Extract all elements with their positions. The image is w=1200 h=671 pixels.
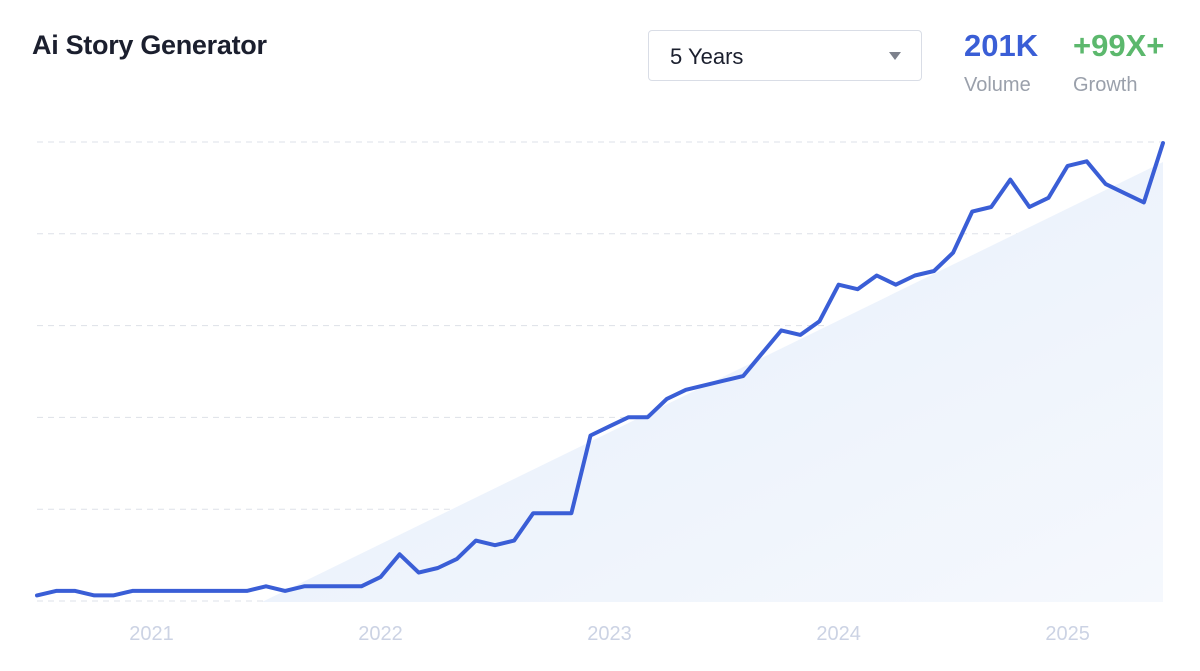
data-point xyxy=(378,574,384,580)
data-point xyxy=(683,387,689,393)
data-point xyxy=(568,510,574,516)
data-point xyxy=(1103,181,1109,187)
data-point xyxy=(72,588,78,594)
data-point xyxy=(778,327,784,333)
series-line xyxy=(35,141,1165,598)
time-range-value: 5 Years xyxy=(670,44,744,69)
x-tick-label: 2023 xyxy=(587,623,632,645)
volume-value: 201K xyxy=(964,28,1039,63)
data-point xyxy=(549,510,555,516)
data-point xyxy=(721,378,727,384)
data-point xyxy=(34,592,40,598)
series-line-layer xyxy=(34,140,1166,598)
data-point xyxy=(645,414,651,420)
data-point xyxy=(1141,199,1147,205)
caret-down-icon xyxy=(889,52,901,60)
data-point xyxy=(1122,190,1128,196)
data-point xyxy=(1045,195,1051,201)
x-tick-labels: 2021 2022 2023 2024 2025 xyxy=(129,623,1090,645)
data-point xyxy=(587,432,593,438)
data-point xyxy=(912,273,918,279)
data-point xyxy=(950,250,956,256)
data-point xyxy=(759,350,765,356)
data-point xyxy=(416,570,422,576)
data-point xyxy=(225,588,231,594)
data-point xyxy=(129,588,135,594)
data-point xyxy=(244,588,250,594)
data-point xyxy=(435,565,441,571)
data-point xyxy=(187,588,193,594)
x-tick-label: 2024 xyxy=(816,623,861,645)
data-point xyxy=(511,538,517,544)
data-point xyxy=(931,268,937,274)
x-tick-label: 2025 xyxy=(1045,623,1090,645)
data-point xyxy=(1084,158,1090,164)
data-point xyxy=(530,510,536,516)
data-point xyxy=(339,583,345,589)
data-point xyxy=(492,542,498,548)
growth-stat: +99X+ Growth xyxy=(1073,28,1164,97)
data-point xyxy=(91,592,97,598)
data-point xyxy=(53,588,59,594)
data-point xyxy=(626,414,632,420)
page-title: Ai Story Generator xyxy=(32,30,267,60)
data-point xyxy=(320,583,326,589)
data-point xyxy=(1160,140,1166,146)
data-point xyxy=(836,282,842,288)
data-point xyxy=(797,332,803,338)
data-point xyxy=(664,396,670,402)
growth-value: +99X+ xyxy=(1073,28,1165,63)
data-point xyxy=(1026,204,1032,210)
data-point xyxy=(454,556,460,562)
data-point xyxy=(301,583,307,589)
data-point xyxy=(358,583,364,589)
data-point xyxy=(740,373,746,379)
data-point xyxy=(473,538,479,544)
data-point xyxy=(397,551,403,557)
data-point xyxy=(969,209,975,215)
data-point xyxy=(1065,163,1071,169)
x-tick-label: 2021 xyxy=(129,623,174,645)
time-range-select[interactable]: 5 Years xyxy=(648,30,922,81)
data-point xyxy=(149,588,155,594)
data-point xyxy=(1007,177,1013,183)
data-point xyxy=(855,286,861,292)
data-point xyxy=(206,588,212,594)
data-point xyxy=(110,592,116,598)
data-point xyxy=(702,382,708,388)
data-point xyxy=(263,583,269,589)
data-point xyxy=(607,423,613,429)
data-point xyxy=(282,588,288,594)
growth-label: Growth xyxy=(1073,74,1138,96)
data-point xyxy=(874,273,880,279)
volume-stat: 201K Volume xyxy=(964,28,1038,97)
x-tick-label: 2022 xyxy=(358,623,403,645)
data-point xyxy=(168,588,174,594)
data-point xyxy=(988,204,994,210)
volume-label: Volume xyxy=(964,74,1031,96)
data-point xyxy=(893,282,899,288)
data-point xyxy=(816,318,822,324)
